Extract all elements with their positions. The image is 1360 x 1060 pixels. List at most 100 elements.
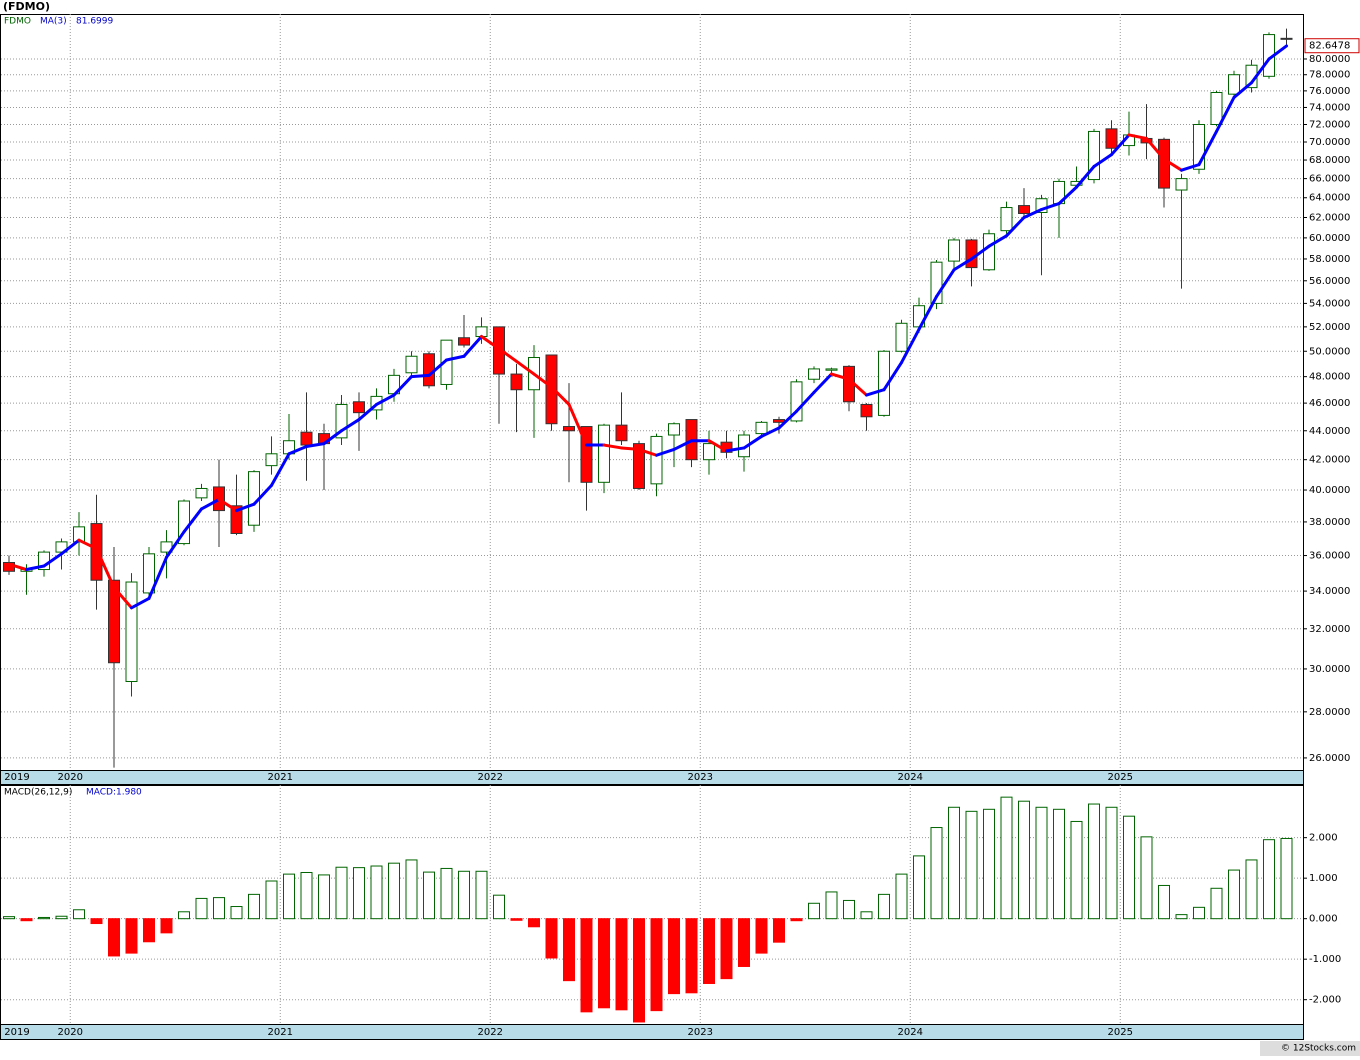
macd-bar [755,918,768,954]
candle-body [335,403,348,439]
ma-segment [497,347,518,363]
x-tick-label: 2021 [268,772,293,783]
candle-body [790,381,803,422]
x-tick-label: 2020 [58,772,83,783]
ma-segment [672,439,693,451]
x-tick-label: 2022 [478,772,503,783]
candle-body [405,355,418,374]
macd-bar [878,893,890,920]
candle-body [1175,178,1188,191]
macd-bar [3,916,15,920]
ma-segment [287,445,308,456]
ma-segment [182,507,203,534]
ma-segment [1040,202,1061,212]
macd-bar [528,918,540,928]
macd-bar [1000,796,1013,920]
macd-bar [1035,806,1048,920]
candle-body [1193,123,1205,170]
ma-segment [357,402,378,422]
macd-bar [633,918,645,1023]
ma-segment [165,530,186,559]
ma-segment [970,244,991,261]
macd-bar [38,916,50,920]
y-tick-label: 32.0000 [1309,624,1350,635]
y-tick-label: 68.0000 [1309,155,1350,166]
ma-segment [865,388,886,397]
candle-body [773,419,785,423]
ma-segment [1075,164,1096,189]
y-tick-label: 50.0000 [1309,346,1350,357]
ma-segment [655,447,676,457]
y-tick-label: 30.0000 [1309,664,1350,675]
macd-bar [1175,914,1188,920]
macd-bar [1245,859,1258,920]
y-tick-label: 34.0000 [1309,586,1350,597]
macd-bar [370,865,383,920]
legend-macd: MACD(26,12,9) [4,788,72,798]
macd-bar [773,918,785,943]
candle-body [230,505,243,534]
candle-body [300,431,313,446]
ma-segment [77,538,98,551]
macd-bar [405,859,418,920]
x-tick-label: 2023 [688,772,713,783]
y-tick-label: 76.0000 [1309,86,1350,97]
macd-bar [895,873,908,920]
y-tick-label: 62.0000 [1309,212,1350,223]
macd-bar [20,918,33,922]
legend-ma: MA(3) [40,17,67,27]
candle-body [930,261,943,304]
candle-body [1105,128,1118,149]
ma-segment [42,552,63,568]
macd-bar [1053,808,1065,920]
last-price-label: 82.6478 [1309,41,1350,52]
macd-bar [738,918,750,967]
y-tick-label: 66.0000 [1309,174,1350,185]
candle-body [948,239,960,262]
macd-bar [230,906,243,920]
y-tick-label: 26.0000 [1309,753,1350,764]
ma-segment [935,268,956,299]
macd-bar [1070,820,1083,920]
macd-bar [563,918,575,982]
y-tick-label: 70.0000 [1309,137,1350,148]
x-tick-label: 2020 [58,1027,83,1038]
macd-bar [860,911,873,920]
ma-segment [742,434,763,450]
candle-body [615,424,628,442]
candle-body [195,487,208,499]
y-tick-label: 80.0000 [1309,54,1350,65]
ma-segment [305,442,326,449]
last-price-box [1304,38,1360,54]
candle-body [440,339,453,385]
x-axis-band [0,1024,1304,1040]
ma-segment [1232,81,1253,99]
candle-body [1210,92,1223,125]
candle-body [1088,130,1100,181]
candle-body [510,373,523,391]
ma-segment [760,426,781,438]
legend-ma-value: 81.6999 [76,17,113,27]
macd-bar [545,918,558,959]
macd-bar [1228,869,1240,920]
y-tick-label: 40.0000 [1309,485,1350,496]
candle-body [265,453,278,467]
macd-bar [195,897,208,920]
y-tick-label: -1.000 [1309,954,1341,965]
macd-bar [90,918,103,925]
macd-bar [493,894,505,920]
ma-segment [427,358,448,377]
x-tick-label: 2024 [898,1027,923,1038]
ma-segment [707,439,728,453]
legend-macd-value: MACD:1.980 [86,788,142,798]
macd-bar [703,918,715,984]
ma-segment [1092,153,1113,168]
candle-body [1280,37,1293,40]
candle-body [458,337,470,346]
y-tick-label: 36.0000 [1309,551,1350,562]
ma-segment [147,555,168,600]
ma-segment [917,295,938,331]
macd-bar [843,899,855,920]
ma-segment [795,390,816,413]
macd-bar [650,918,663,1012]
